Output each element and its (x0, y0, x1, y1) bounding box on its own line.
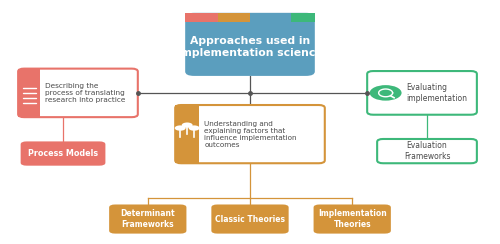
FancyBboxPatch shape (109, 204, 186, 234)
Circle shape (370, 85, 402, 101)
Circle shape (182, 122, 192, 128)
Bar (185, 13, 218, 22)
Circle shape (174, 125, 186, 131)
FancyBboxPatch shape (377, 139, 477, 163)
FancyBboxPatch shape (185, 13, 315, 76)
Bar (292, 13, 315, 22)
Text: Evaluation
Frameworks: Evaluation Frameworks (404, 142, 450, 161)
FancyBboxPatch shape (314, 204, 391, 234)
FancyBboxPatch shape (175, 105, 325, 163)
Bar (218, 13, 250, 22)
Text: Implementation
Theories: Implementation Theories (318, 209, 386, 229)
Text: Classic Theories: Classic Theories (215, 214, 285, 224)
Bar (250, 13, 292, 22)
Text: Approaches used in
implementation science: Approaches used in implementation scienc… (177, 36, 323, 58)
Text: Understanding and
explaining factors that
influence implementation
outcomes: Understanding and explaining factors tha… (204, 121, 296, 148)
Circle shape (188, 125, 200, 131)
FancyBboxPatch shape (20, 142, 105, 166)
FancyBboxPatch shape (18, 69, 138, 117)
FancyBboxPatch shape (367, 71, 477, 115)
Bar (175, 105, 199, 163)
Text: Evaluating
implementation: Evaluating implementation (406, 83, 468, 102)
Text: Determinant
Frameworks: Determinant Frameworks (120, 209, 175, 229)
Bar (18, 69, 40, 117)
Text: Describing the
process of translating
research into practice: Describing the process of translating re… (45, 83, 126, 103)
Text: Process Models: Process Models (28, 149, 98, 158)
FancyBboxPatch shape (212, 204, 288, 234)
